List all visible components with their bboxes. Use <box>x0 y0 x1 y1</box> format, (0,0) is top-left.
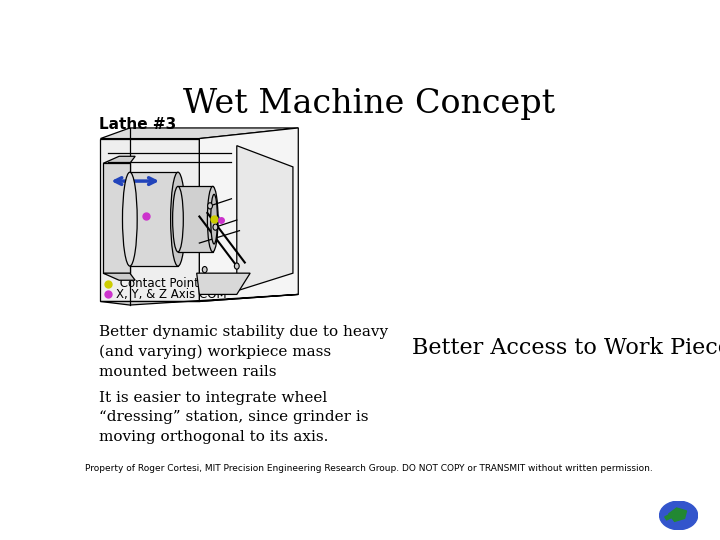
Text: X, Y, & Z Axis COM: X, Y, & Z Axis COM <box>116 288 227 301</box>
Ellipse shape <box>173 186 184 252</box>
Ellipse shape <box>202 267 207 273</box>
Polygon shape <box>197 273 250 294</box>
Text: Wet Machine Concept: Wet Machine Concept <box>183 88 555 120</box>
Polygon shape <box>103 273 135 280</box>
Ellipse shape <box>122 172 138 266</box>
Polygon shape <box>669 508 687 522</box>
Polygon shape <box>103 164 130 273</box>
Polygon shape <box>178 186 212 252</box>
Polygon shape <box>237 146 293 291</box>
Polygon shape <box>100 294 298 305</box>
Polygon shape <box>665 514 672 520</box>
Polygon shape <box>130 172 178 266</box>
Text: Property of Roger Cortesi, MIT Precision Engineering Research Group. DO NOT COPY: Property of Roger Cortesi, MIT Precision… <box>85 464 653 473</box>
Polygon shape <box>100 139 199 301</box>
Polygon shape <box>199 128 298 301</box>
Ellipse shape <box>213 224 218 230</box>
Ellipse shape <box>235 263 239 269</box>
Text: It is easier to integrate wheel
“dressing” station, since grinder is
moving orth: It is easier to integrate wheel “dressin… <box>99 390 369 443</box>
Polygon shape <box>100 128 298 139</box>
Text: Contact Point: Contact Point <box>116 277 199 291</box>
Ellipse shape <box>207 186 218 252</box>
Circle shape <box>660 501 698 530</box>
Text: Better Access to Work Piece: Better Access to Work Piece <box>412 337 720 359</box>
Polygon shape <box>103 156 135 164</box>
Ellipse shape <box>211 194 217 244</box>
Ellipse shape <box>207 202 212 209</box>
Ellipse shape <box>171 172 185 266</box>
Text: Better dynamic stability due to heavy
(and varying) workpiece mass
mounted betwe: Better dynamic stability due to heavy (a… <box>99 325 388 379</box>
Text: Lathe #3: Lathe #3 <box>99 117 176 132</box>
